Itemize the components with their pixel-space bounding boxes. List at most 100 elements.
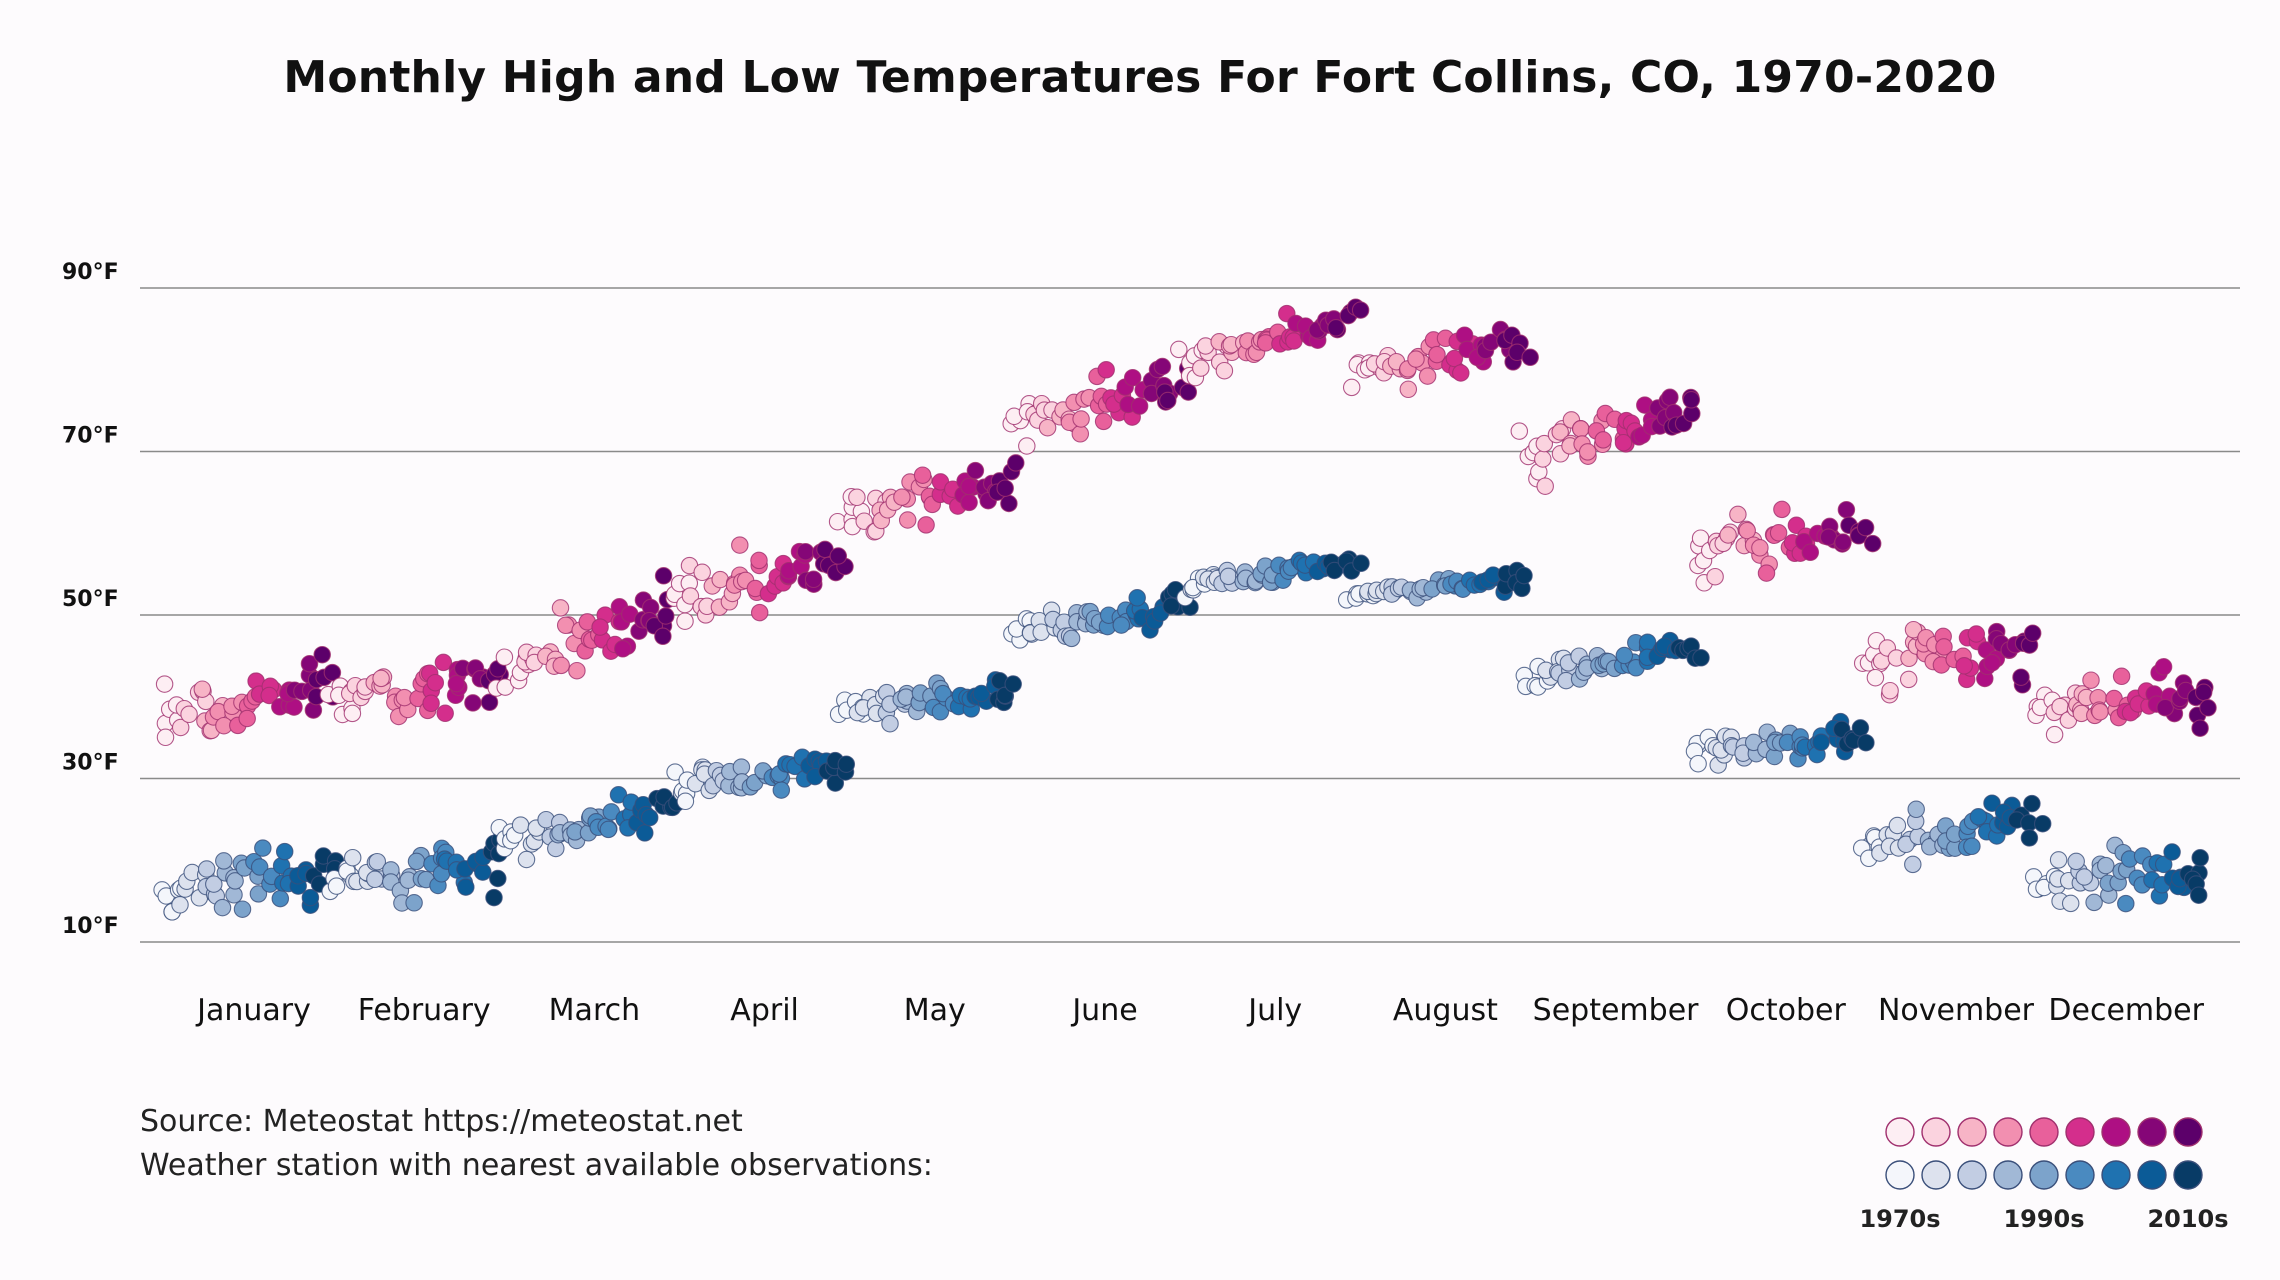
chart-title: Monthly High and Low Temperatures For Fo…	[283, 52, 1997, 103]
point-high-january-2014	[300, 654, 319, 673]
x-tick-label: March	[549, 993, 640, 1028]
point-low-may-2001	[934, 684, 952, 703]
point-high-july-1976	[1192, 359, 1210, 377]
legend-low-swatch	[2029, 1160, 2059, 1190]
legend-high-swatch	[2173, 1117, 2203, 1147]
legend-high-swatch	[1885, 1117, 1915, 1147]
point-low-february-1984	[366, 870, 384, 889]
point-high-february-2002	[426, 673, 445, 692]
point-high-december-1995	[2112, 667, 2131, 686]
point-high-october-2005	[1801, 543, 1820, 562]
point-high-january-1978	[180, 705, 198, 724]
point-high-october-1999	[1787, 516, 1806, 535]
point-high-september-1978	[1535, 434, 1554, 453]
point-low-may-2012	[972, 684, 991, 703]
point-low-december-2019	[2189, 886, 2208, 904]
x-tick-label: August	[1393, 993, 1498, 1028]
x-tick-label: June	[1070, 993, 1137, 1028]
point-high-april-1995	[750, 603, 769, 622]
point-low-november-1980	[1888, 816, 1907, 835]
point-high-february-1999	[422, 694, 440, 713]
point-high-august-1991	[1418, 367, 1437, 385]
legend-low-swatch	[2173, 1160, 2203, 1190]
x-tick-label: October	[1726, 993, 1847, 1028]
legend-labels: 1970s 1990s 2010s	[1859, 1205, 2228, 1233]
point-high-may-1995	[917, 516, 935, 534]
legend-high-swatch	[2065, 1117, 2095, 1147]
point-low-may-2020	[1004, 675, 1022, 693]
point-high-september-1982	[1551, 423, 1569, 441]
point-high-january-1995	[238, 709, 256, 728]
point-high-march-1986	[551, 599, 570, 617]
source-line-2: Weather station with nearest available o…	[140, 1148, 933, 1183]
point-high-november-2001	[1955, 657, 1973, 675]
point-high-august-1986	[1399, 380, 1418, 399]
point-high-march-1989	[556, 616, 575, 635]
point-low-february-2019	[489, 869, 507, 888]
point-high-march-1991	[568, 661, 586, 680]
point-high-april-2012	[804, 570, 823, 589]
point-low-january-1995	[233, 900, 252, 918]
point-high-may-1988	[898, 511, 917, 529]
legend-high-swatch	[1993, 1117, 2023, 1147]
point-high-february-1986	[372, 669, 390, 688]
point-low-january-1988	[213, 898, 232, 917]
point-low-april-1970	[666, 763, 684, 781]
point-high-february-2008	[447, 674, 466, 693]
point-low-december-1987	[2085, 893, 2103, 912]
point-high-august-2004	[1455, 326, 1474, 344]
x-tick-label: July	[1246, 993, 1302, 1028]
point-low-april-2002	[772, 781, 791, 799]
point-low-september-2020	[1692, 649, 1710, 667]
point-high-august-2020	[1521, 348, 1539, 367]
point-high-october-1984	[1729, 505, 1747, 524]
point-low-april-1989	[732, 758, 751, 776]
point-high-september-1987	[1572, 420, 1590, 438]
point-high-january-2017	[313, 645, 331, 664]
x-tick-label: September	[1533, 993, 1699, 1028]
point-high-january-1971	[155, 675, 174, 693]
point-high-may-1970	[828, 512, 847, 531]
point-high-may-2008	[960, 477, 978, 496]
point-low-october-2020	[1857, 733, 1875, 752]
point-high-december-1987	[2082, 671, 2100, 689]
point-high-july-1980	[1215, 361, 1234, 380]
point-high-may-1993	[913, 466, 932, 484]
point-high-november-1986	[1904, 620, 1923, 639]
point-low-february-1972	[327, 877, 346, 895]
point-low-april-1974	[676, 792, 695, 811]
point-low-march-1978	[517, 850, 536, 869]
point-low-june-2003	[1112, 616, 1131, 634]
x-tick-label: November	[1878, 993, 2035, 1028]
point-low-january-2003	[271, 889, 290, 908]
point-low-january-1992	[226, 872, 244, 890]
point-high-september-2000	[1614, 433, 1633, 452]
point-high-july-2020	[1351, 301, 1370, 319]
point-low-february-2009	[457, 878, 475, 896]
point-low-november-2020	[2033, 814, 2052, 833]
legend-low-row	[1885, 1160, 2203, 1190]
point-low-december-1986	[2075, 868, 2094, 886]
y-tick-label: 90°F	[62, 260, 119, 285]
point-high-june-2017	[1159, 391, 1177, 410]
y-tick-label: 70°F	[62, 424, 119, 449]
legend-low-swatch	[2101, 1160, 2131, 1190]
point-high-october-2014	[1834, 533, 1852, 551]
point-high-january-1976	[171, 718, 190, 737]
point-high-october-1993	[1757, 564, 1776, 582]
point-low-june-1987	[1062, 629, 1081, 648]
point-high-june-1996	[1094, 412, 1113, 431]
point-low-november-2005	[1969, 808, 1988, 826]
point-high-september-1977	[1534, 450, 1552, 468]
point-low-april-2020	[837, 755, 856, 773]
point-high-september-1976	[1536, 477, 1554, 495]
point-high-november-1995	[1935, 638, 1953, 656]
point-high-june-1982	[1038, 418, 1057, 437]
point-low-february-2013	[474, 863, 492, 881]
point-high-january-2020	[323, 663, 342, 682]
point-low-december-2020	[2191, 849, 2209, 867]
point-high-october-1987	[1738, 521, 1756, 540]
point-high-june-2006	[1123, 368, 1142, 387]
point-high-march-1972	[495, 648, 514, 666]
point-high-december-2007	[2154, 658, 2173, 676]
